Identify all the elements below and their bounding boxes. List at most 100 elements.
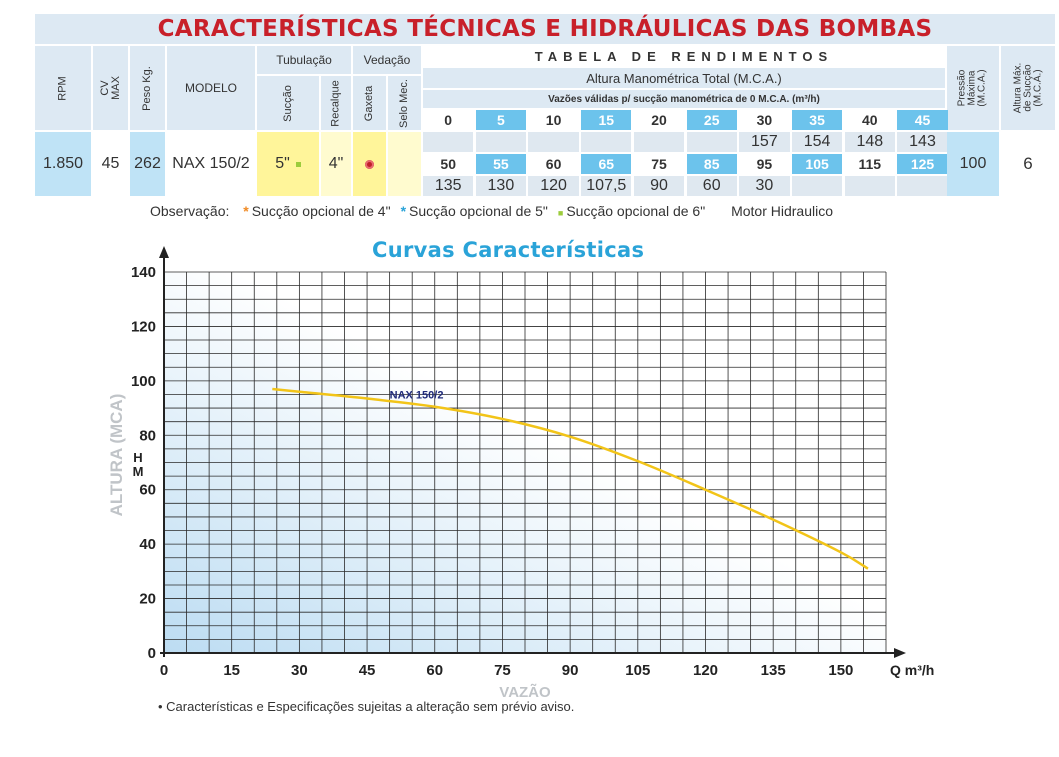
flow-value-cell: 90: [633, 176, 685, 196]
header-pressao: Pressão Máxima (M.C.A.): [947, 46, 999, 130]
specs-table: RPM CV MAX Peso Kg. MODELO Tubulação Suc…: [0, 0, 1059, 200]
head-value-cell: 65: [581, 154, 632, 174]
y-tick-label: 60: [139, 482, 156, 499]
cell-pressao: 100: [947, 132, 999, 196]
flow-value-cell: 60: [686, 176, 737, 196]
observation-text: Sucção opcional de 4": [251, 203, 391, 219]
x-tick-label: 30: [291, 662, 308, 679]
x-unit-label: Q m³/h: [890, 662, 934, 678]
header-recalque: Recalque: [321, 76, 351, 130]
head-value-cell: 10: [528, 110, 579, 130]
y-unit-label: M: [133, 464, 144, 479]
flow-value-cell: 154: [791, 132, 843, 152]
flow-value-cell: [844, 176, 895, 196]
header-vazoes: Vazões válidas p/ sucção manométrica de …: [423, 90, 945, 108]
head-value-cell: 105: [791, 154, 843, 174]
head-value-cell: 125: [897, 154, 948, 174]
flow-value-cell: [633, 132, 685, 152]
flow-value-cell: [791, 176, 843, 196]
y-unit-label: H: [133, 450, 142, 465]
header-rpm: RPM: [35, 46, 91, 130]
observation-marker-icon: *: [243, 203, 249, 219]
flow-value-cell: [528, 132, 579, 152]
observation-item: ■ Sucção opcional de 6": [558, 203, 705, 219]
x-tick-label: 0: [160, 662, 168, 679]
head-value-cell: 25: [686, 110, 737, 130]
flow-value-cell: 107,5: [581, 176, 632, 196]
header-altura-succao: Altura Máx. de Sucção (M.C.A.): [1001, 46, 1055, 130]
cell-peso: 262: [130, 132, 165, 196]
observation-item: * Sucção opcional de 4": [243, 203, 390, 219]
observation-text: Sucção opcional de 5": [409, 203, 548, 219]
head-value-cell: 40: [844, 110, 895, 130]
header-altura: Altura Manométrica Total (M.C.A.): [423, 68, 945, 88]
head-value-cell: 20: [633, 110, 685, 130]
cell-succao: 5": [257, 132, 319, 196]
head-value-cell: 30: [739, 110, 790, 130]
flow-value-cell: [686, 132, 737, 152]
flow-value-cell: 30: [739, 176, 790, 196]
y-tick-label: 80: [139, 427, 156, 444]
chart-title: Curvas Características: [372, 238, 645, 262]
cell-cv: 45: [101, 155, 120, 172]
header-modelo: MODELO: [167, 46, 255, 130]
flow-value-cell: 143: [897, 132, 948, 152]
motor-label: Motor Hidraulico: [731, 203, 834, 219]
x-axis-arrow-icon: [894, 648, 906, 658]
cell-selo: [388, 132, 421, 196]
cell-modelo: NAX 150/2: [172, 155, 250, 172]
flow-value-cell: 130: [475, 176, 527, 196]
head-value-cell: 60: [528, 154, 579, 174]
head-value-cell: 15: [581, 110, 632, 130]
flow-value-cell: 120: [528, 176, 579, 196]
series-label: NAX 150/2: [390, 390, 444, 402]
observations-label: Observação:: [150, 203, 230, 219]
observation-text: Sucção opcional de 6": [566, 203, 706, 219]
y-tick-label: 40: [139, 536, 156, 553]
x-tick-label: 15: [223, 662, 240, 679]
flow-value-cell: [897, 176, 948, 196]
observation-item: * Sucção opcional de 5": [401, 203, 548, 219]
flow-value-cell: 157: [739, 132, 790, 152]
flow-value-cell: [475, 132, 527, 152]
flow-value-cell: [581, 132, 632, 152]
y-tick-label: 100: [131, 373, 156, 390]
header-rendimento: TABELA DE RENDIMENTOS: [423, 46, 945, 66]
y-axis-arrow-icon: [159, 246, 169, 258]
y-tick-label: 120: [131, 318, 156, 335]
footnote: • Características e Especificações sujei…: [158, 699, 575, 714]
series-line-nax-150-2: [272, 387, 869, 570]
flow-value-cell: 148: [844, 132, 895, 152]
x-tick-label: 150: [828, 662, 853, 679]
x-tick-label: 90: [562, 662, 579, 679]
head-value-cell: 35: [791, 110, 843, 130]
head-value-cell: 0: [423, 110, 474, 130]
x-tick-label: 120: [693, 662, 718, 679]
cell-rpm: 1.850: [35, 132, 91, 196]
x-tick-label: 60: [426, 662, 443, 679]
head-value-cell: 95: [739, 154, 790, 174]
flow-value-cell: 135: [423, 176, 474, 196]
y-tick-label: 20: [139, 591, 156, 608]
header-selo: Selo Mec.: [388, 76, 421, 130]
gaxeta-dot-icon: [365, 159, 374, 169]
header-peso: Peso Kg.: [130, 46, 165, 130]
observations: Observação: * Sucção opcional de 4" * Sucçã…: [150, 203, 833, 219]
observation-marker-icon: *: [400, 203, 407, 219]
head-value-cell: 115: [844, 154, 895, 174]
page-title: CARACTERÍSTICAS TÉCNICAS E HIDRÁULICAS D…: [35, 14, 1055, 44]
y-tick-label: 0: [148, 645, 156, 662]
succao-6-marker-icon: [295, 161, 301, 167]
y-tick-label: 140: [131, 264, 156, 281]
header-vedacao: Vedação: [353, 46, 421, 74]
head-value-cell: 85: [686, 154, 737, 174]
flow-value-cell: [423, 132, 474, 152]
y-axis-label: ALTURA (MCA): [107, 394, 126, 517]
header-tubulacao: Tubulação: [257, 46, 351, 74]
x-axis-label: VAZÃO: [499, 683, 551, 701]
observation-marker-icon: ■: [557, 208, 564, 218]
header-gaxeta: Gaxeta: [353, 76, 386, 130]
header-cv: CV MAX: [93, 46, 128, 130]
header-succao: Sucção: [257, 76, 319, 130]
head-value-cell: 5: [475, 110, 527, 130]
